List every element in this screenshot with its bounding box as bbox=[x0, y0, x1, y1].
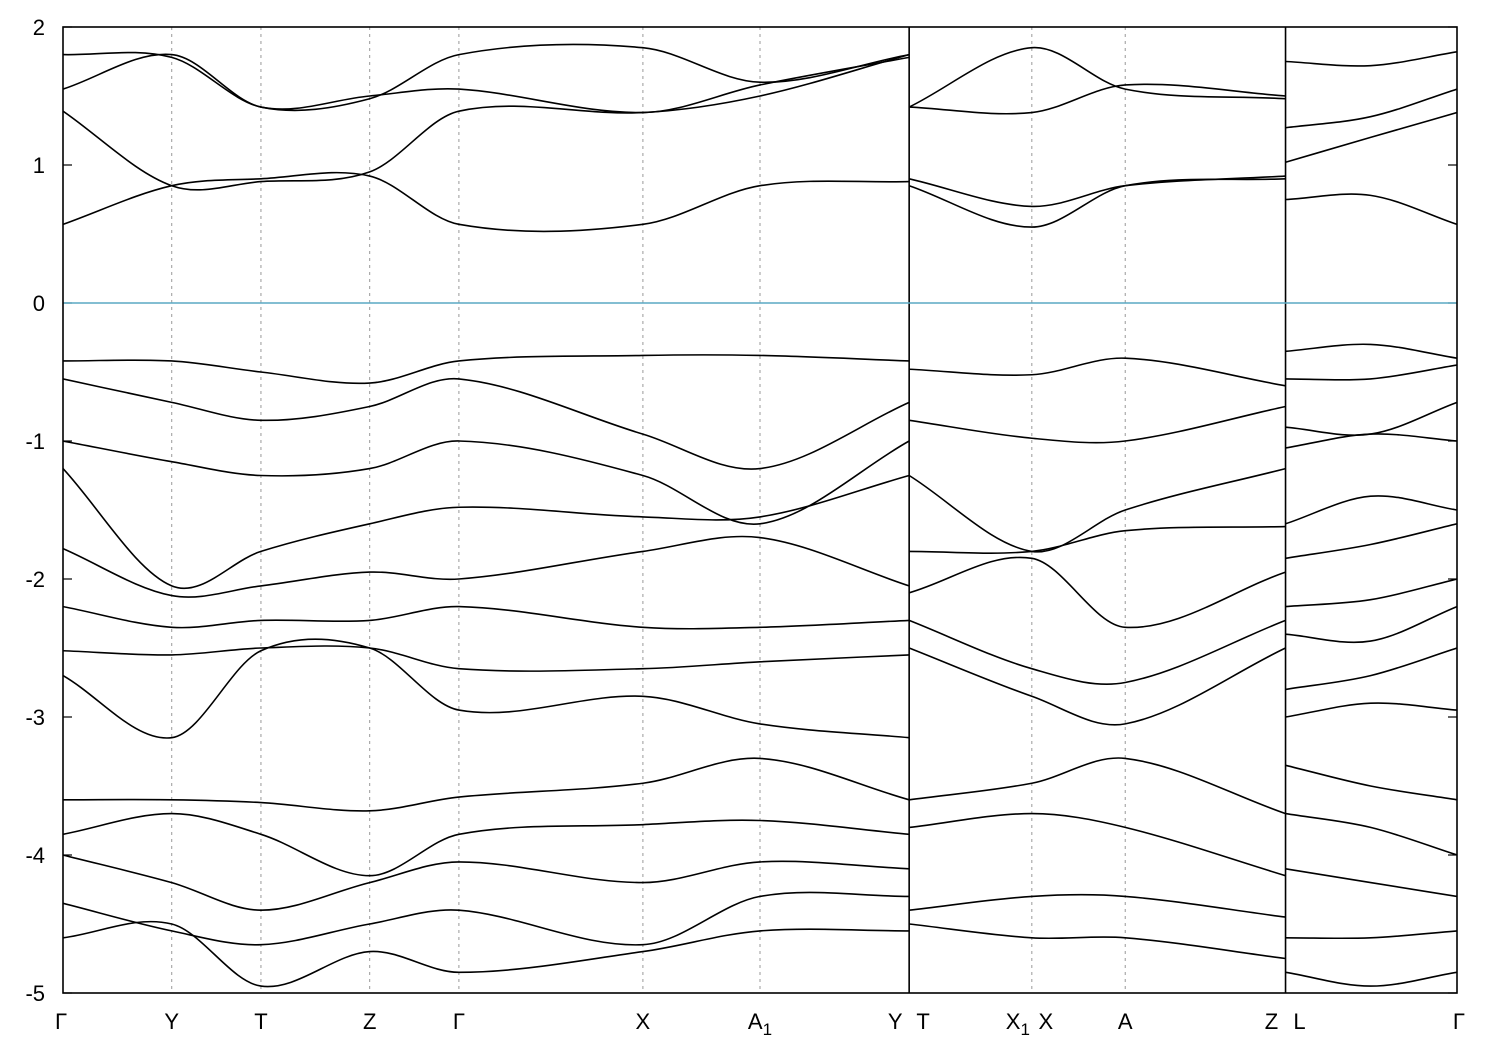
band-line bbox=[1285, 193, 1457, 226]
x-tick-label-main: X bbox=[1006, 1009, 1021, 1034]
band-line bbox=[63, 354, 910, 385]
band-line bbox=[908, 178, 1286, 228]
band-line bbox=[63, 171, 910, 233]
band-line bbox=[1285, 523, 1457, 560]
band-line bbox=[63, 43, 910, 112]
band-line bbox=[63, 757, 910, 812]
band-line bbox=[908, 647, 1286, 726]
band-line bbox=[1285, 764, 1457, 801]
band-line bbox=[63, 891, 910, 946]
y-tick-label: -1 bbox=[25, 429, 45, 454]
x-axis: Γ Y T Z Γ X A1 Y T X1 X A Z L Γ bbox=[55, 1009, 1465, 1039]
y-tick-label: 1 bbox=[33, 153, 45, 178]
band-line bbox=[1285, 401, 1457, 436]
band-line bbox=[63, 535, 910, 598]
band-line bbox=[908, 619, 1286, 686]
band-line bbox=[1285, 971, 1457, 987]
band-line bbox=[1285, 578, 1457, 608]
x-tick-label-main: A bbox=[1118, 1009, 1133, 1034]
x-tick-label-main: A bbox=[748, 1009, 763, 1034]
x-tick-label-main: Z bbox=[1265, 1009, 1278, 1034]
band-line bbox=[1285, 702, 1457, 718]
y-tick-label: -5 bbox=[25, 981, 45, 1006]
x-tick-label: A bbox=[1118, 1009, 1133, 1034]
x-tick-label-main: X bbox=[636, 1009, 651, 1034]
band-line bbox=[1285, 930, 1457, 940]
x-tick-label: X bbox=[636, 1009, 651, 1034]
x-tick-label: Z bbox=[363, 1009, 376, 1034]
band-line bbox=[909, 405, 1286, 444]
band-line bbox=[63, 638, 910, 739]
y-tick-label: -3 bbox=[25, 705, 45, 730]
band-line bbox=[909, 525, 1286, 554]
band-line bbox=[1285, 88, 1457, 129]
x-tick-label: X1 bbox=[1006, 1009, 1030, 1039]
x-tick-label-sub: 1 bbox=[763, 1020, 772, 1039]
x-tick-label-main: Z bbox=[363, 1009, 376, 1034]
y-tick-label: 2 bbox=[33, 15, 45, 40]
band-line bbox=[1285, 111, 1457, 164]
band-line bbox=[63, 812, 910, 877]
band-line bbox=[63, 53, 910, 114]
band-line bbox=[1285, 343, 1457, 359]
band-line bbox=[1285, 868, 1457, 898]
x-tick-label: T bbox=[254, 1009, 267, 1034]
band-line bbox=[63, 920, 910, 988]
band-line bbox=[63, 377, 910, 470]
band-line bbox=[63, 53, 910, 191]
band-line bbox=[909, 893, 1286, 918]
band-lines bbox=[63, 43, 1457, 988]
band-line bbox=[1285, 364, 1457, 381]
x-tick-label-sub: 1 bbox=[1020, 1020, 1029, 1039]
x-tick-label: A1 bbox=[748, 1009, 772, 1039]
band-line bbox=[63, 645, 910, 672]
band-line bbox=[1285, 51, 1457, 67]
band-line bbox=[1285, 605, 1457, 644]
band-line bbox=[908, 556, 1286, 629]
x-tick-label-main: Γ bbox=[453, 1009, 465, 1034]
x-tick-label: L bbox=[1293, 1009, 1305, 1034]
band-line bbox=[63, 440, 910, 525]
x-tick-label: Z bbox=[1265, 1009, 1278, 1034]
band-line bbox=[909, 357, 1286, 387]
band-line bbox=[909, 83, 1286, 115]
x-tick-label: T bbox=[916, 1009, 929, 1034]
x-tick-label: Γ bbox=[1453, 1009, 1465, 1034]
band-line bbox=[63, 468, 910, 589]
band-line bbox=[908, 46, 1286, 108]
x-tick-label-main: X bbox=[1038, 1009, 1053, 1034]
band-line bbox=[1285, 433, 1457, 449]
y-tick-label: -2 bbox=[25, 567, 45, 592]
band-line bbox=[909, 757, 1286, 815]
band-line bbox=[909, 812, 1286, 877]
band-line bbox=[908, 175, 1286, 208]
y-axis: -5 -4 -3 -2 -1 0 1 2 bbox=[25, 15, 1457, 1006]
band-line bbox=[63, 605, 910, 630]
x-tick-label: X bbox=[1038, 1009, 1053, 1034]
band-line bbox=[908, 467, 1286, 553]
band-line bbox=[63, 854, 910, 912]
x-tick-label-main: Γ bbox=[55, 1009, 67, 1034]
x-tick-label-main: L bbox=[1293, 1009, 1305, 1034]
x-tick-label-main: Y bbox=[888, 1009, 903, 1034]
band-line bbox=[909, 923, 1286, 960]
x-tick-label-main: T bbox=[254, 1009, 267, 1034]
y-tick-label: 0 bbox=[33, 291, 45, 316]
x-tick-label: Y bbox=[888, 1009, 903, 1034]
x-tick-label-main: Γ bbox=[1453, 1009, 1465, 1034]
plot-frame bbox=[62, 26, 1458, 994]
x-tick-label-main: T bbox=[916, 1009, 929, 1034]
x-tick-label: Γ bbox=[55, 1009, 67, 1034]
band-line bbox=[1285, 812, 1457, 856]
x-tick-label-main: Y bbox=[164, 1009, 179, 1034]
x-tick-label: Y bbox=[164, 1009, 179, 1034]
band-line bbox=[1285, 495, 1457, 525]
x-tick-label: Γ bbox=[453, 1009, 465, 1034]
y-tick-label: -4 bbox=[25, 843, 45, 868]
band-line bbox=[1285, 647, 1457, 691]
